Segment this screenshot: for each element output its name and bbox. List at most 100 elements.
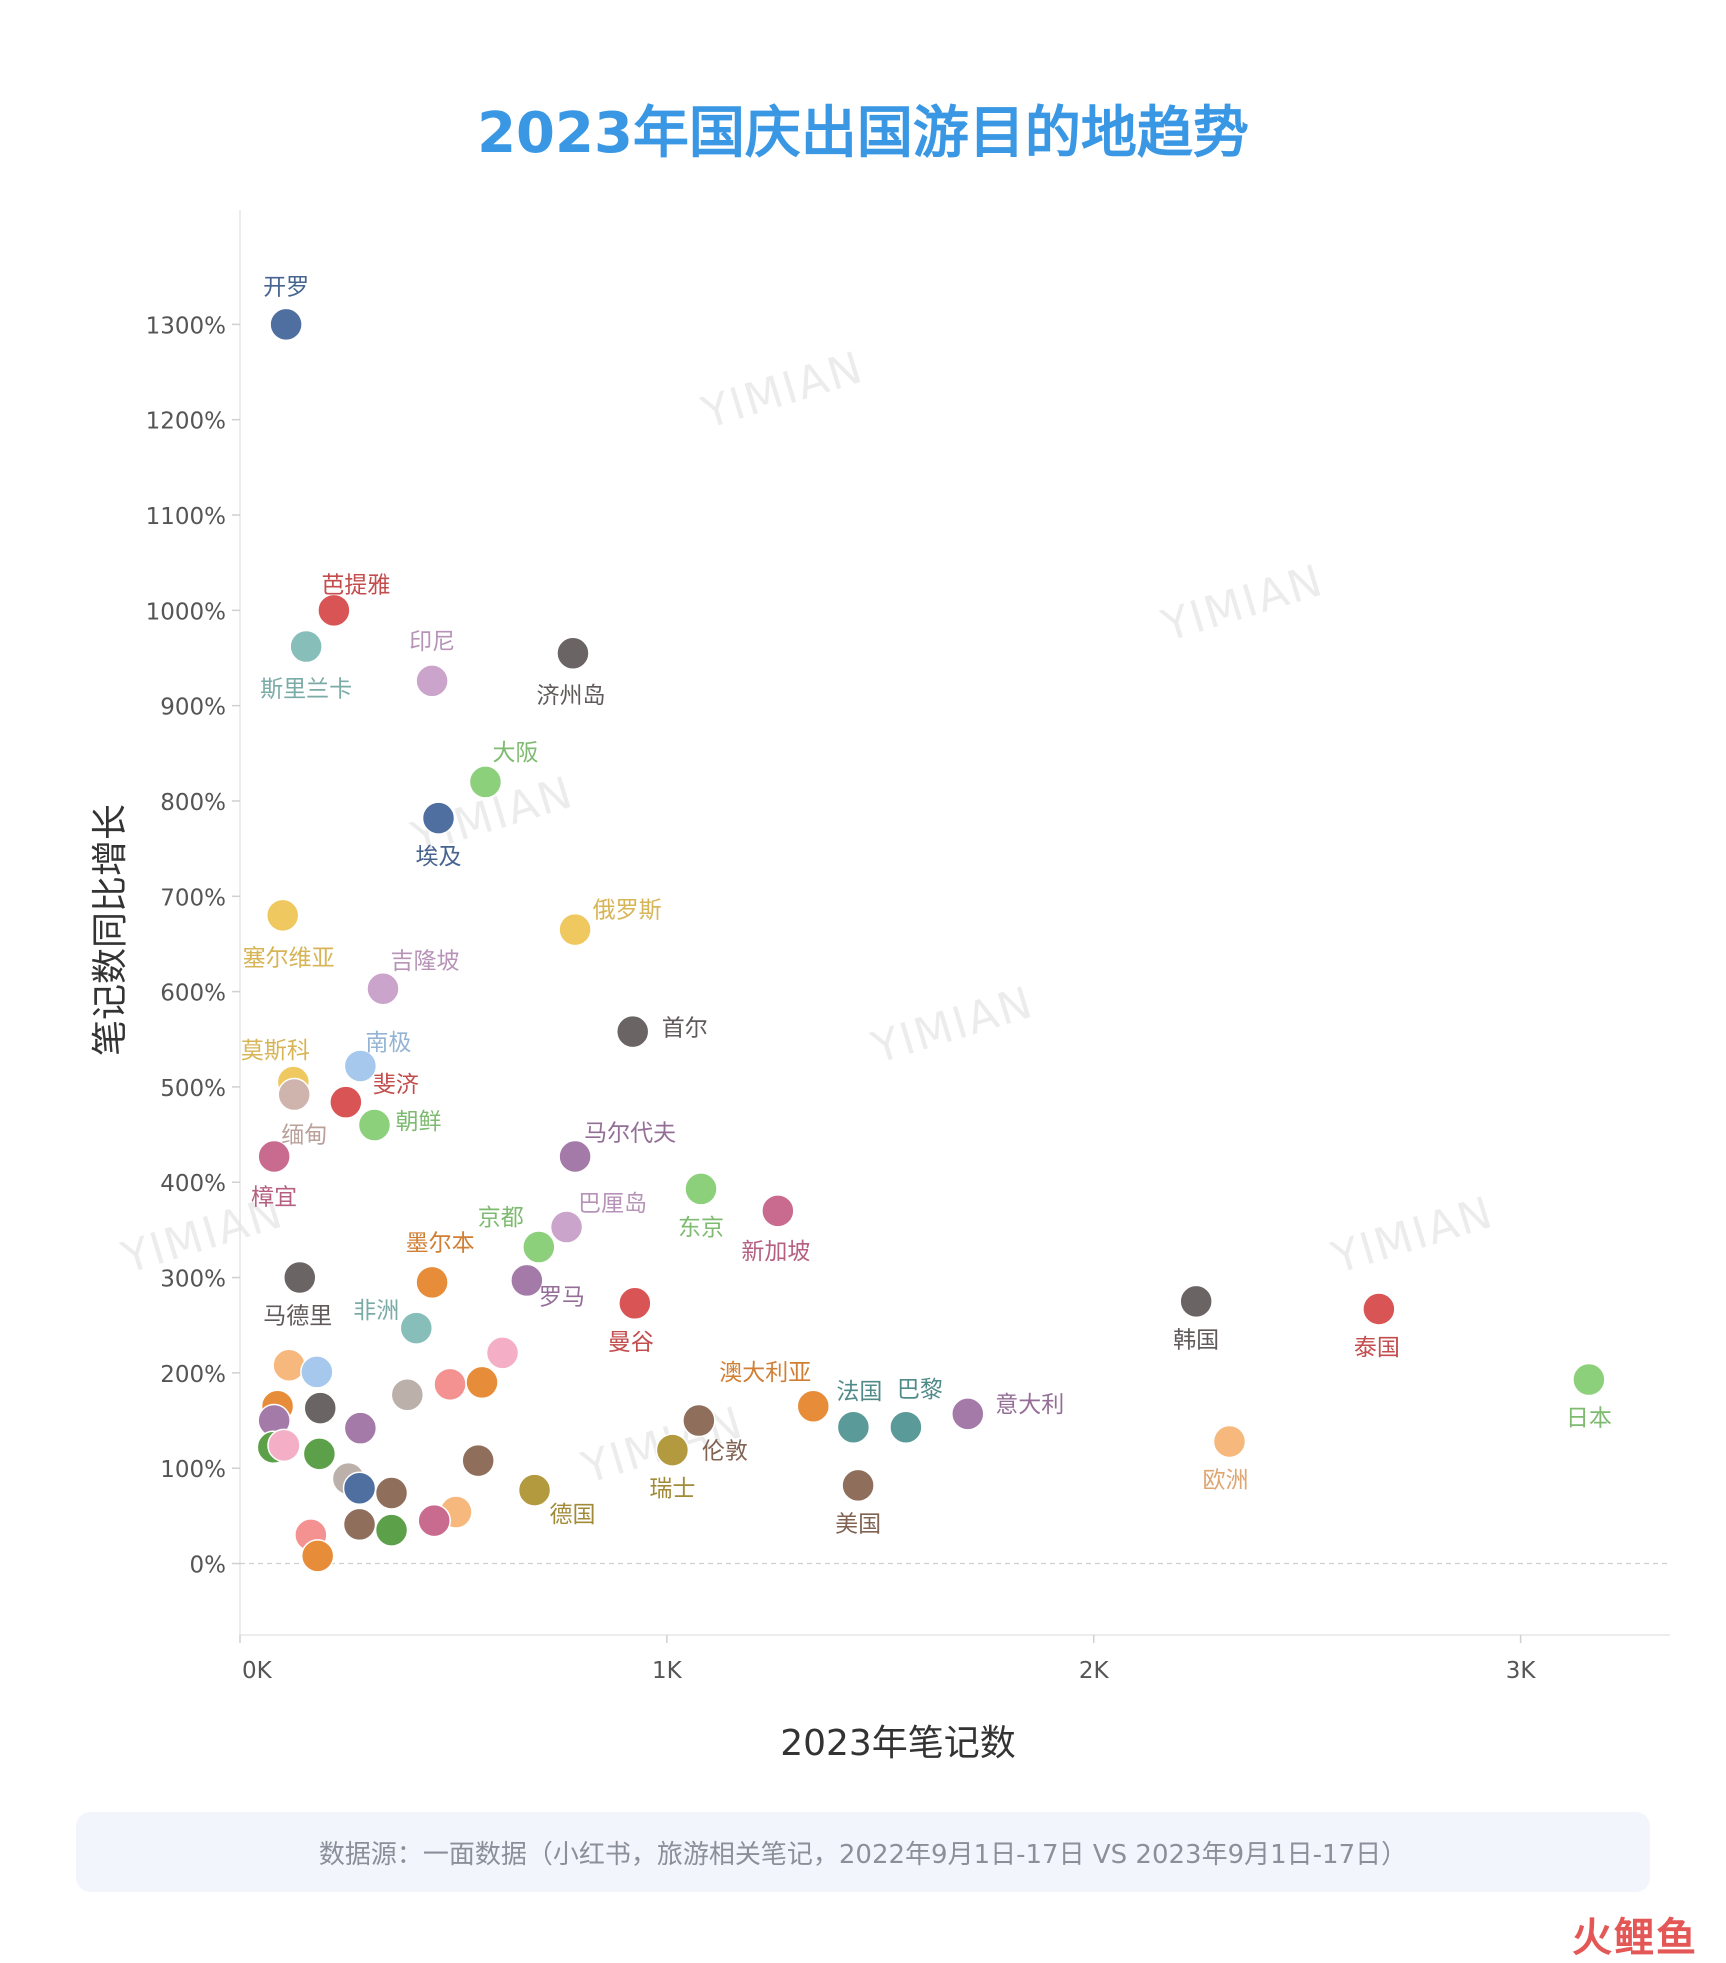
point-label: 意大利: [995, 1392, 1064, 1418]
x-tick-label: 2K: [1079, 1658, 1110, 1684]
point-label: 缅甸: [281, 1123, 327, 1149]
scatter-point: [682, 1403, 716, 1438]
scatter-point: [272, 1348, 306, 1383]
scatter-point: [342, 1507, 377, 1542]
point-label: 巴黎: [897, 1377, 943, 1403]
scatter-point: [374, 1513, 409, 1547]
point-label: 法国: [836, 1379, 882, 1405]
y-tick-label: 800%: [160, 790, 226, 816]
point-label: 斯里兰卡: [260, 677, 352, 703]
scatter-point: [615, 1014, 650, 1049]
scatter-point: [556, 636, 590, 670]
scatter-point: [465, 1365, 499, 1400]
scatter-point: [1212, 1424, 1247, 1459]
scatter-point: [357, 1108, 392, 1142]
point-label: 济州岛: [536, 683, 605, 709]
point-label: 南极: [365, 1030, 411, 1056]
scatter-point: [1572, 1362, 1606, 1397]
point-label: 印尼: [409, 629, 455, 655]
scatter-point: [517, 1473, 552, 1507]
point-label: 瑞士: [649, 1476, 695, 1502]
scatter-point: [265, 898, 300, 933]
point-label: 开罗: [263, 274, 309, 300]
scatter-point: [655, 1433, 690, 1467]
scatter-point: [417, 1503, 451, 1538]
scatter-point: [468, 765, 503, 799]
y-tick-label: 300%: [160, 1267, 226, 1293]
point-label: 朝鲜: [395, 1109, 441, 1135]
point-label: 大阪: [492, 740, 538, 766]
scatter-point: [342, 1471, 377, 1505]
point-label: 澳大利亚: [719, 1360, 811, 1386]
y-tick-label: 1100%: [146, 504, 226, 530]
scatter-point: [399, 1311, 434, 1345]
y-tick-label: 200%: [160, 1362, 226, 1388]
point-label: 莫斯科: [241, 1038, 310, 1064]
scatter-point: [618, 1286, 652, 1321]
x-tick-label: 0K: [242, 1658, 273, 1684]
point-label: 斐济: [373, 1072, 419, 1098]
scatter-point: [558, 1139, 592, 1174]
point-label: 非洲: [353, 1298, 399, 1324]
scatter-point: [510, 1263, 544, 1298]
point-label: 墨尔本: [406, 1230, 475, 1256]
scatter-point: [343, 1411, 378, 1445]
point-label: 罗马: [539, 1284, 585, 1310]
scatter-point: [433, 1367, 467, 1402]
scatter-point: [421, 801, 456, 835]
brand-logo: 火鲤鱼: [1572, 1915, 1698, 1961]
scatter-point: [485, 1336, 520, 1370]
point-label: 新加坡: [741, 1239, 810, 1265]
y-tick-label: 1000%: [146, 599, 226, 625]
scatter-point: [558, 912, 592, 947]
point-label: 俄罗斯: [593, 898, 662, 924]
data-source-note: 数据源：一面数据（小红书，旅游相关笔记，2022年9月1日-17日 VS 202…: [76, 1812, 1650, 1892]
scatter-point: [461, 1443, 495, 1478]
scatter-point: [283, 1260, 317, 1295]
scatter-point: [300, 1539, 335, 1573]
scatter-point: [1179, 1284, 1213, 1319]
scatter-point: [951, 1397, 985, 1431]
point-label: 欧洲: [1202, 1468, 1248, 1494]
point-label: 马尔代夫: [584, 1121, 676, 1147]
point-label: 首尔: [662, 1016, 708, 1042]
y-tick-label: 600%: [160, 981, 226, 1007]
x-tick-label: 1K: [652, 1658, 683, 1684]
scatter-point: [836, 1410, 871, 1444]
scatter-point: [300, 1355, 334, 1389]
x-axis-title: 2023年笔记数: [780, 1723, 1016, 1764]
point-label: 德国: [550, 1502, 596, 1528]
y-tick-label: 1300%: [146, 313, 226, 339]
point-label: 埃及: [415, 844, 461, 870]
scatter-point: [374, 1476, 409, 1510]
scatter-point: [761, 1194, 795, 1228]
point-label: 韩国: [1173, 1327, 1219, 1353]
y-tick-label: 700%: [160, 885, 226, 911]
scatter-point: [415, 1265, 449, 1300]
scatter-point: [841, 1468, 875, 1503]
scatter-point: [277, 1077, 311, 1112]
scatter-point: [796, 1389, 831, 1423]
scatter-point: [415, 664, 449, 698]
scatter-point: [366, 971, 400, 1006]
point-label: 曼谷: [608, 1329, 654, 1355]
scatter-point: [390, 1378, 425, 1412]
y-tick-label: 900%: [160, 695, 226, 721]
scatter-point: [329, 1085, 363, 1119]
scatter-point: [303, 1391, 338, 1425]
scatter-point: [257, 1139, 291, 1174]
scatter-point: [302, 1437, 337, 1471]
point-label: 芭提雅: [321, 572, 390, 598]
point-label: 伦敦: [702, 1439, 748, 1465]
point-label: 日本: [1566, 1406, 1612, 1432]
point-label: 美国: [835, 1511, 881, 1537]
point-label: 东京: [678, 1215, 724, 1241]
point-label: 京都: [478, 1205, 524, 1231]
point-label: 马德里: [263, 1304, 332, 1330]
point-label: 塞尔维亚: [243, 945, 335, 971]
point-label: 泰国: [1354, 1335, 1400, 1361]
y-axis-title: 笔记数同比增长: [90, 804, 131, 1056]
chart-title: 2023年国庆出国游目的地趋势: [477, 101, 1249, 166]
scatter-point: [1362, 1292, 1396, 1326]
scatter-point: [522, 1230, 556, 1264]
